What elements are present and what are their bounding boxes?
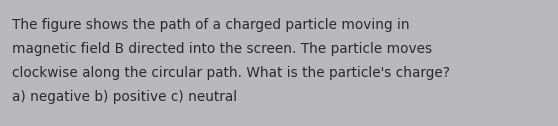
Text: The figure shows the path of a charged particle moving in: The figure shows the path of a charged p… (12, 18, 410, 32)
Text: magnetic field B directed into the screen. The particle moves: magnetic field B directed into the scree… (12, 42, 432, 56)
Text: clockwise along the circular path. What is the particle's charge?: clockwise along the circular path. What … (12, 66, 450, 80)
Text: a) negative b) positive c) neutral: a) negative b) positive c) neutral (12, 90, 237, 104)
